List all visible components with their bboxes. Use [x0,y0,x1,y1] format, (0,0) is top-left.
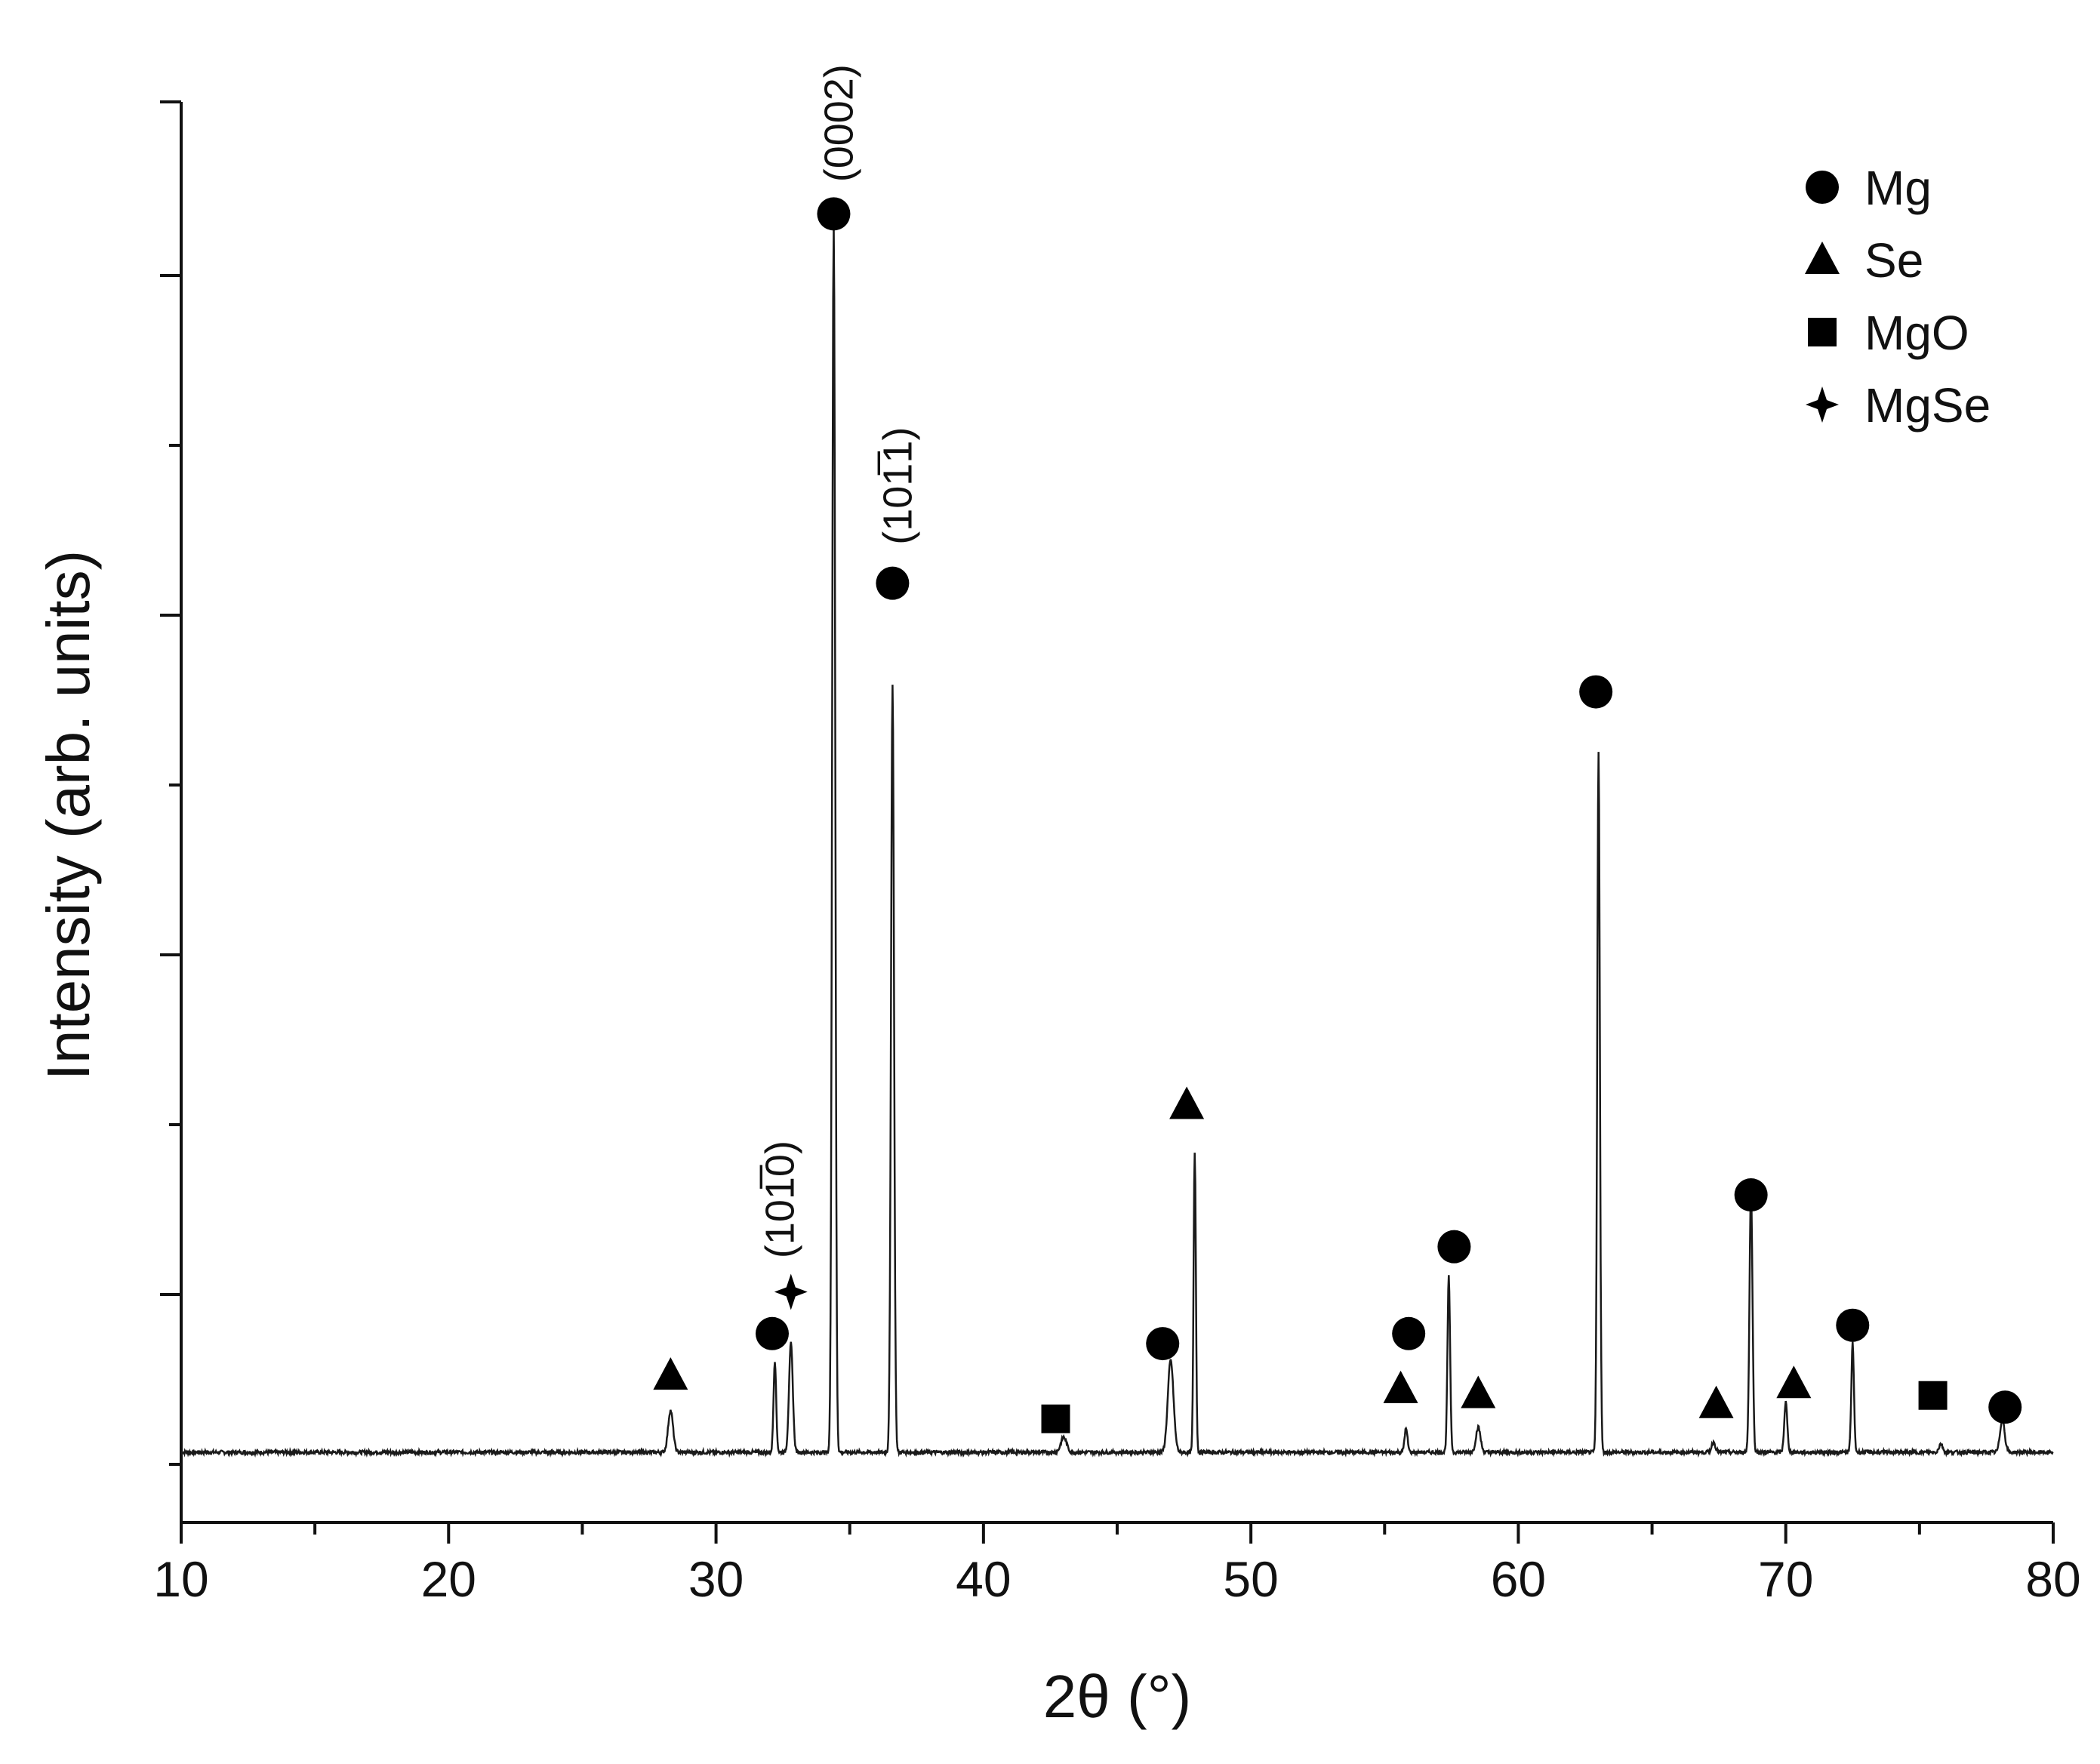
x-tick-label: 30 [688,1551,744,1607]
se-triangle-marker [653,1357,688,1390]
se-triangle-marker [1776,1365,1812,1399]
xrd-pattern-line [180,224,2054,1458]
se-triangle-marker [1461,1375,1496,1408]
mg-circle-marker [1988,1390,2022,1424]
peak-label-10-11: (101̅1) [875,427,920,545]
x-tick-label: 60 [1491,1551,1546,1607]
mg-circle-marker [1437,1230,1471,1264]
legend-mgse-symbol [1806,386,1839,423]
peak-annotations: (0002) (101̅1) (101̅0) [758,64,921,1258]
mgo-square-marker [1918,1381,1948,1410]
mg-circle-marker [1146,1327,1180,1361]
mg-circle-marker [1392,1316,1426,1350]
mgse-star-marker [774,1273,808,1310]
y-axis-label: Intensity (arb. units) [35,550,102,1081]
legend-mg-symbol [1806,171,1839,204]
legend-label-mg: Mg [1864,161,1932,215]
x-tick-label: 70 [1758,1551,1813,1607]
se-triangle-marker [1383,1370,1418,1403]
x-axis-label: 2θ (°) [1043,1663,1191,1730]
legend-label-se: Se [1864,233,1923,288]
se-triangle-marker [1169,1086,1205,1119]
mg-circle-marker [1836,1308,1870,1342]
axes: 10 20 30 40 50 60 70 80 [153,100,2081,1607]
x-tick-label: 80 [2025,1551,2080,1607]
y-ticks [160,100,181,1466]
peak-label-0002: (0002) [817,64,862,182]
mg-circle-marker [1579,675,1613,709]
mgo-square-marker [1041,1404,1070,1433]
x-tick-label: 10 [153,1551,208,1607]
se-triangle-marker [1698,1385,1734,1418]
peak-label-10-10: (101̅0) [758,1141,803,1258]
mg-circle-marker [1734,1178,1768,1212]
legend-label-mgo: MgO [1864,306,1969,360]
legend-label-mgse: MgSe [1864,378,1991,433]
legend-se-symbol [1805,242,1840,274]
legend-mgo-symbol [1808,318,1837,346]
mg-circle-marker [755,1316,789,1350]
phase-markers [653,197,2022,1433]
x-tick-label: 40 [956,1551,1011,1607]
x-tick-label: 20 [421,1551,476,1607]
x-tick-label: 50 [1223,1551,1278,1607]
x-ticks: 10 20 30 40 50 60 70 80 [153,1522,2081,1607]
mg-circle-marker [817,197,851,231]
mg-circle-marker [876,566,910,600]
